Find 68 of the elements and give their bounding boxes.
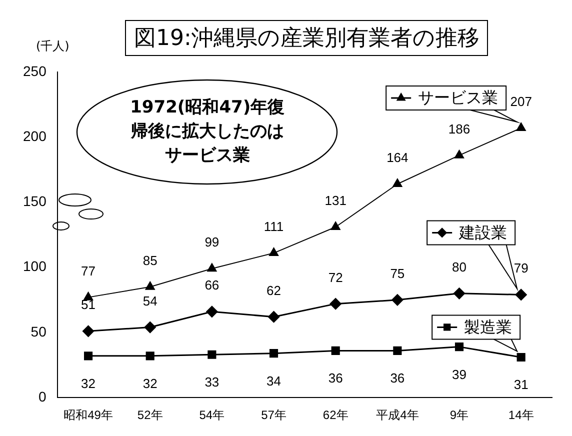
data-label: 62 [266, 282, 281, 298]
x-tick-label: 54年 [199, 408, 225, 422]
point [206, 306, 218, 318]
point [268, 248, 279, 256]
x-tick-label: 62年 [322, 408, 348, 422]
y-axis-title: (千人) [36, 38, 70, 55]
point [331, 346, 340, 355]
chart-title: 図19:沖縄県の産業別有業者の推移 [125, 20, 488, 56]
point [82, 325, 94, 337]
data-label: 33 [204, 374, 220, 390]
point [83, 292, 94, 300]
annotation: 1972(昭和47)年復帰後に拡大したのはサービス業 [130, 97, 285, 166]
data-label: 75 [390, 266, 405, 281]
point [393, 346, 402, 355]
data-label: 36 [328, 370, 343, 386]
point [330, 221, 340, 230]
data-label: 85 [142, 252, 158, 268]
point [454, 150, 464, 158]
point [146, 352, 154, 360]
point [392, 178, 402, 188]
x-tick-label: 昭和49年 [64, 408, 113, 422]
data-label: 34 [266, 373, 281, 388]
data-label: 186 [448, 121, 470, 136]
point [207, 263, 217, 272]
data-label: 72 [328, 270, 343, 285]
point [269, 349, 278, 358]
y-tick-label: 150 [23, 193, 47, 210]
data-label: 39 [452, 366, 466, 382]
point [516, 352, 526, 362]
y-tick-label: 200 [23, 128, 47, 144]
data-label: 164 [386, 150, 408, 166]
data-label: 80 [452, 259, 466, 274]
data-label: 77 [81, 263, 96, 278]
data-label: 66 [204, 278, 220, 293]
y-tick-label: 100 [23, 258, 47, 274]
y-tick-label: 250 [23, 62, 47, 79]
legend-label: サービス業 [418, 88, 498, 108]
y-tick-label: 50 [30, 323, 47, 340]
point [145, 281, 155, 290]
point [392, 294, 404, 306]
point [454, 288, 466, 300]
point [516, 122, 526, 132]
data-label: 99 [204, 234, 220, 250]
data-label: 51 [81, 297, 96, 312]
point [454, 342, 464, 352]
point [330, 298, 342, 310]
point [144, 322, 156, 334]
point [268, 311, 280, 323]
data-label: 54 [142, 293, 158, 308]
point [84, 352, 93, 360]
x-tick-label: 平成4年 [376, 408, 419, 422]
data-label: 207 [510, 94, 532, 110]
y-tick-label: 0 [38, 388, 47, 404]
legend-label: 建設業 [458, 222, 508, 242]
point [515, 288, 527, 300]
x-tick-label: 52年 [137, 408, 163, 422]
data-label: 32 [81, 376, 96, 391]
data-label: 79 [514, 260, 528, 276]
data-label: 111 [264, 219, 284, 234]
x-tick-label: 14年 [508, 408, 534, 422]
data-label: 32 [142, 376, 158, 391]
point [208, 350, 216, 359]
x-tick-label: 57年 [261, 408, 286, 422]
legend-label: 製造業 [464, 317, 512, 336]
x-tick-label: 9年 [450, 408, 469, 422]
data-label: 131 [324, 192, 346, 208]
data-label: 31 [514, 377, 528, 392]
data-label: 36 [390, 370, 405, 386]
